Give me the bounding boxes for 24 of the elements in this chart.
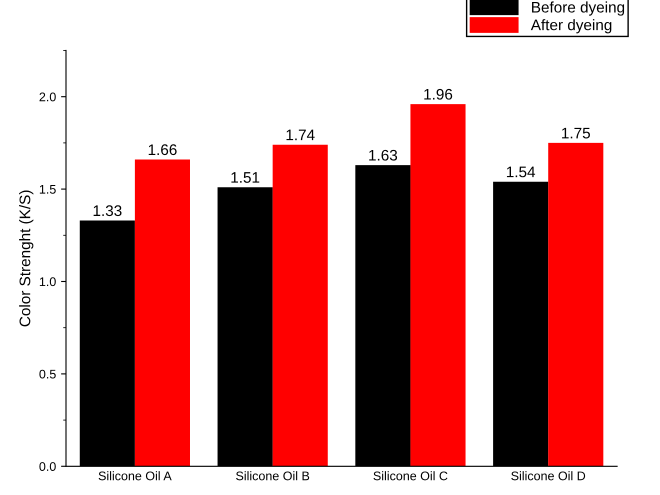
y-tick-label: 2.0 (40, 92, 56, 102)
legend-label: After dyeing (530, 19, 612, 34)
data-label: 1.63 (369, 150, 398, 161)
data-label: 1.33 (94, 205, 122, 216)
data-label: 1.96 (424, 88, 452, 100)
bar (548, 142, 604, 466)
x-tick-label: Silicone Oil D (511, 471, 586, 480)
y-tick-label: 1.0 (40, 277, 56, 286)
data-label: 1.74 (286, 130, 315, 140)
data-label: 1.51 (231, 172, 260, 183)
legend-label: Before dyeing (532, 1, 624, 16)
bar (134, 160, 190, 466)
x-tick-label: Silicone Oil C (373, 471, 448, 480)
bar (272, 144, 328, 466)
data-label: 1.75 (562, 128, 590, 138)
y-tick-label: 0.0 (39, 462, 56, 471)
bar (410, 104, 466, 466)
x-tick-label: Silicone Oil A (98, 471, 172, 480)
data-label: 1.54 (506, 166, 536, 178)
y-axis-title: Color Strenght (K/S) (19, 190, 34, 326)
y-tick-label: 1.5 (40, 185, 56, 194)
x-tick-label: Silicone Oil B (236, 471, 310, 480)
y-tick-label: 0.5 (39, 370, 56, 379)
data-label: 1.66 (148, 144, 177, 156)
